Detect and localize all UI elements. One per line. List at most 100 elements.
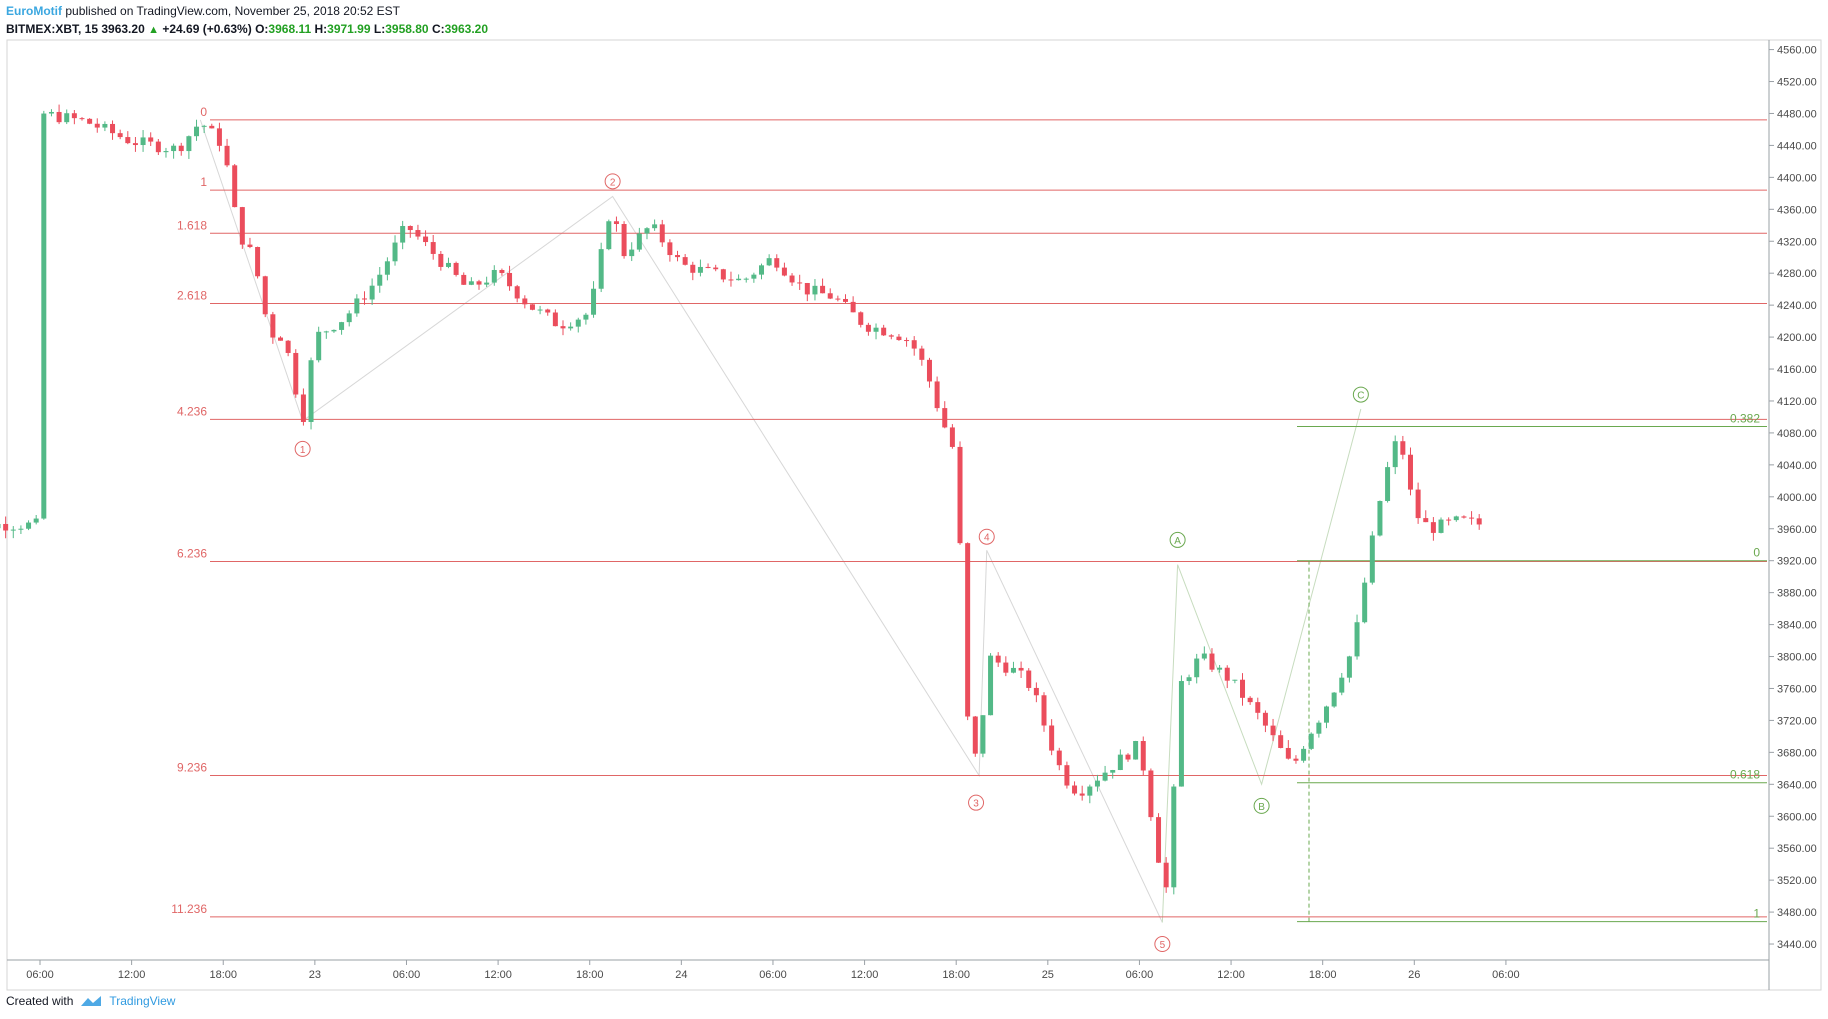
candle-body [995, 655, 1001, 663]
wave-label-circle [1253, 797, 1270, 814]
candle-body [644, 228, 650, 234]
candle-body [1026, 670, 1032, 688]
candle-body [64, 113, 70, 123]
candle-body [552, 312, 558, 327]
candle-body [1163, 862, 1169, 888]
corrective-wave-path [1161, 408, 1362, 923]
time-tick-label: 06:00 [1126, 969, 1154, 981]
candle-body [1301, 748, 1307, 761]
time-tick-label: 25 [1042, 969, 1054, 981]
candle-body [1232, 679, 1238, 681]
candle-body [988, 655, 994, 716]
candle-body [209, 125, 215, 129]
candle-body [1033, 687, 1039, 696]
candle-body [1018, 667, 1024, 671]
candle-body [667, 242, 673, 256]
high-value: H:3971.99 [314, 22, 371, 36]
axes[interactable]: 4560.00 4520.00 4480.00 4440.00 4400.00 4360.… [7, 40, 1817, 990]
candle-body [110, 123, 116, 134]
price-tick-label: 4240.00 [1777, 300, 1817, 312]
candle-body [1461, 516, 1467, 518]
candle-body [1377, 501, 1383, 536]
fib-retracement-label: 1 [1753, 907, 1760, 921]
candle-body [1217, 667, 1223, 670]
symbol-label[interactable]: BITMEX:XBT, 15 [6, 22, 99, 36]
price-tick-label: 4400.00 [1777, 172, 1817, 184]
candle-body [911, 340, 917, 349]
candle-body [117, 133, 123, 138]
candle-body [789, 275, 795, 283]
time-tick-label: 26 [1408, 969, 1420, 981]
candle-body [171, 145, 177, 152]
candle-body [896, 336, 902, 341]
candle-body [1293, 758, 1299, 761]
candle-body [48, 111, 54, 114]
price-tick-label: 3600.00 [1777, 811, 1817, 823]
candle-body [1346, 656, 1352, 678]
time-tick-label: 12:00 [484, 969, 512, 981]
time-tick-label: 23 [309, 969, 321, 981]
candle-body [415, 230, 421, 237]
price-tick-label: 3760.00 [1777, 683, 1817, 695]
candle-body [1201, 653, 1207, 659]
candle-body [10, 529, 16, 531]
fib-extension-label: 0 [200, 105, 207, 119]
candle-body [759, 265, 765, 275]
fib-levels: 0 1 1.618 2.618 4.236 6.236 9.236 11.236 0.382 0 0… [171, 105, 1767, 923]
time-tick-label: 12:00 [851, 969, 879, 981]
candle-body [713, 267, 719, 270]
candle-body [423, 236, 429, 243]
candle-body [331, 329, 337, 332]
candle-body [94, 123, 100, 128]
candle-body [41, 113, 47, 519]
candle-body [1148, 770, 1154, 818]
candle-body [1285, 747, 1291, 759]
price-tick-label: 3960.00 [1777, 524, 1817, 536]
candle-body [0, 523, 1, 529]
fib-extension-label: 9.236 [177, 761, 207, 775]
candle-body [18, 528, 24, 530]
candle-body [621, 224, 627, 257]
candle-body [697, 266, 703, 273]
candle-body [491, 269, 497, 283]
candles [0, 104, 1482, 895]
candle-body [1255, 702, 1261, 713]
price-tick-label: 3720.00 [1777, 715, 1817, 727]
candle-body [346, 313, 352, 323]
candle-body [812, 285, 818, 295]
tradingview-brand[interactable]: TradingView [109, 994, 176, 1008]
candle-body [1064, 765, 1070, 786]
price-tick-label: 4480.00 [1777, 108, 1817, 120]
price-tick-label: 4440.00 [1777, 140, 1817, 152]
time-tick-label: 06:00 [759, 969, 787, 981]
candle-body [1369, 535, 1375, 583]
fib-retracement-label: 0.618 [1730, 768, 1760, 782]
price-tick-label: 3840.00 [1777, 620, 1817, 632]
change-text: +24.69 (+0.63%) [162, 22, 252, 36]
time-tick-label: 18:00 [942, 969, 970, 981]
candle-body [1270, 725, 1276, 736]
candle-body [1453, 516, 1459, 521]
price-tick-label: 4160.00 [1777, 364, 1817, 376]
candle-body [629, 249, 635, 257]
candle-body [560, 326, 566, 329]
candle-body [132, 143, 138, 146]
candle-body [1010, 667, 1016, 673]
time-tick-label: 18:00 [576, 969, 604, 981]
candle-body [1430, 522, 1436, 533]
candle-body [1178, 681, 1184, 787]
author-link[interactable]: EuroMotif [6, 4, 62, 18]
candle-body [1385, 467, 1391, 502]
candle-body [1400, 441, 1406, 455]
candle-body [3, 523, 9, 531]
candle-body [1224, 667, 1230, 681]
candle-body [1438, 519, 1444, 533]
candle-body [125, 137, 131, 144]
candle-body [575, 319, 581, 327]
wave-label-circle [1352, 386, 1369, 403]
created-with-text: Created with [6, 994, 74, 1008]
candle-body [781, 267, 787, 276]
candle-body [934, 381, 940, 409]
candle-body [354, 298, 360, 314]
